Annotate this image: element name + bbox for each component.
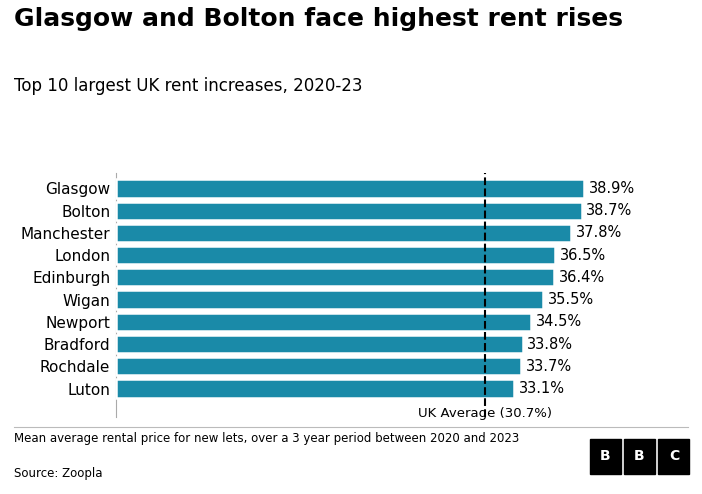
Text: Glasgow and Bolton face highest rent rises: Glasgow and Bolton face highest rent ris… (14, 7, 623, 32)
Bar (116, 379, 514, 398)
Text: Top 10 largest UK rent increases, 2020-23: Top 10 largest UK rent increases, 2020-2… (14, 77, 362, 94)
Bar (116, 224, 571, 242)
Text: 36.5%: 36.5% (560, 247, 606, 263)
Text: Source: Zoopla: Source: Zoopla (14, 467, 102, 480)
Text: 33.8%: 33.8% (527, 336, 574, 352)
Text: 38.9%: 38.9% (589, 181, 635, 196)
Bar (116, 357, 522, 375)
Text: 35.5%: 35.5% (548, 292, 594, 307)
Text: 36.4%: 36.4% (559, 270, 605, 285)
Text: B: B (600, 450, 611, 463)
Bar (116, 179, 584, 198)
Text: 33.7%: 33.7% (526, 359, 572, 374)
Text: C: C (669, 450, 679, 463)
Text: 33.1%: 33.1% (519, 381, 565, 396)
Bar (116, 313, 531, 331)
Bar (116, 335, 522, 353)
Bar (116, 268, 554, 287)
Text: Mean average rental price for new lets, over a 3 year period between 2020 and 20: Mean average rental price for new lets, … (14, 432, 519, 445)
Text: UK Average (30.7%): UK Average (30.7%) (418, 408, 552, 420)
Text: 38.7%: 38.7% (586, 203, 633, 218)
Bar (116, 202, 581, 220)
Text: 34.5%: 34.5% (536, 314, 582, 329)
Text: B: B (634, 450, 645, 463)
Text: 37.8%: 37.8% (576, 225, 622, 241)
Bar (116, 246, 555, 264)
Bar (116, 290, 543, 309)
